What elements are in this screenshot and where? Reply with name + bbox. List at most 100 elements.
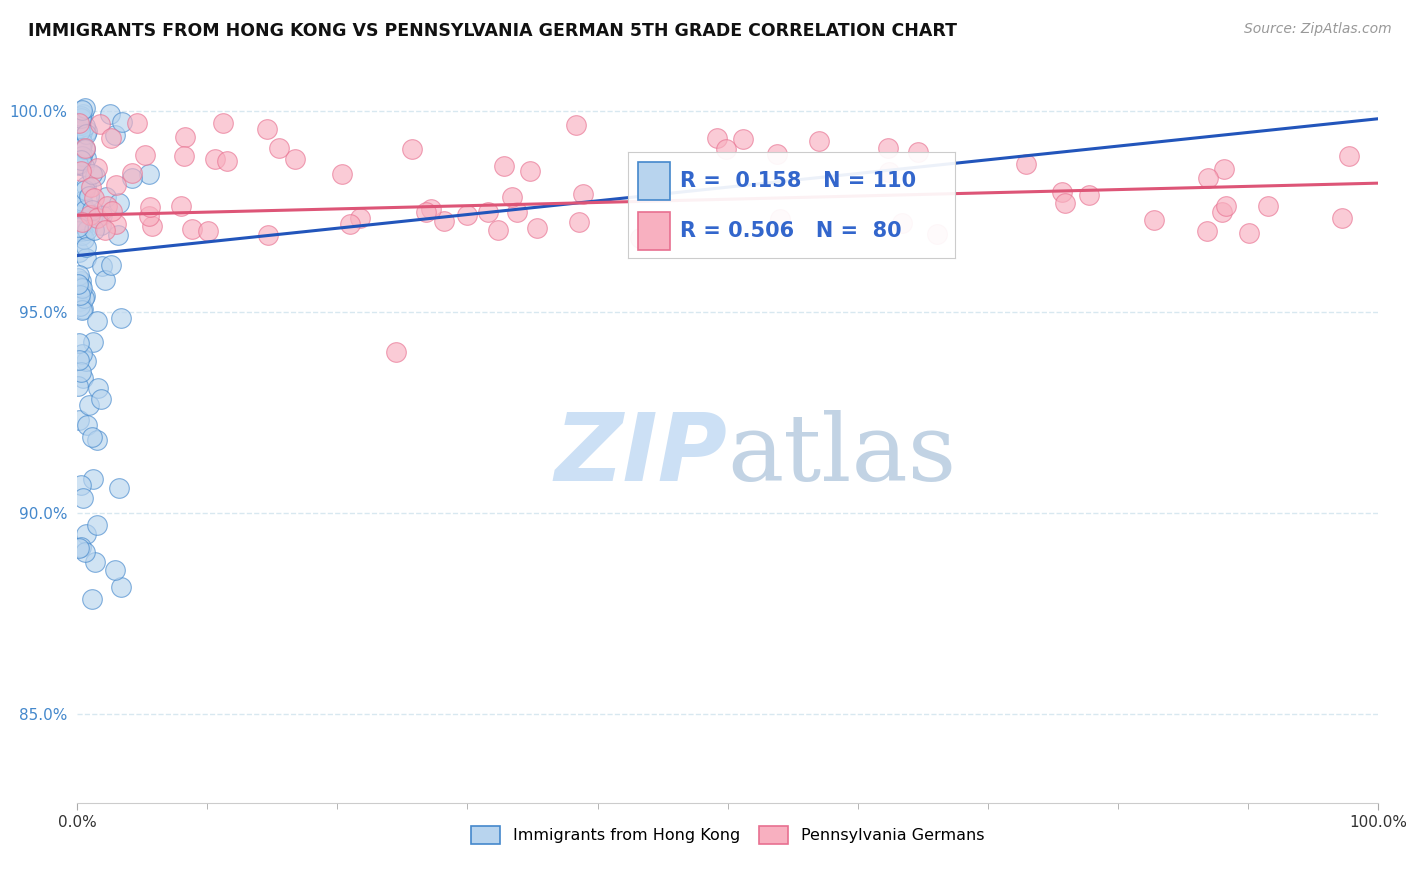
Point <box>66 271 89 285</box>
Point <box>415 205 437 219</box>
Point <box>75 251 97 265</box>
Point <box>110 311 132 326</box>
Point <box>568 215 591 229</box>
Point <box>75 203 97 218</box>
Point <box>77 206 100 220</box>
Point <box>72 137 94 152</box>
Point <box>86 211 108 226</box>
Point <box>891 216 914 230</box>
Point <box>75 179 97 194</box>
Point <box>70 280 93 294</box>
Point <box>70 153 93 167</box>
Point <box>492 159 515 173</box>
Point <box>526 220 548 235</box>
Point <box>628 231 651 245</box>
Text: Source: ZipAtlas.com: Source: ZipAtlas.com <box>1244 22 1392 37</box>
Point <box>110 580 132 594</box>
Point <box>571 187 593 202</box>
Point <box>134 148 156 162</box>
Point <box>215 153 238 168</box>
Point <box>75 527 97 541</box>
Point <box>73 159 96 173</box>
Point <box>107 227 129 242</box>
Point <box>256 122 278 136</box>
Point <box>67 116 90 130</box>
Point <box>67 541 90 555</box>
Point <box>70 135 93 149</box>
Point <box>139 200 162 214</box>
Point <box>108 195 131 210</box>
Point <box>100 258 122 272</box>
Point <box>67 268 90 282</box>
Point <box>769 211 792 226</box>
Point <box>1078 187 1101 202</box>
Point <box>486 223 509 237</box>
Point <box>67 245 90 260</box>
Point <box>67 352 90 367</box>
Point <box>67 156 90 170</box>
Point <box>72 491 94 505</box>
Point <box>83 223 105 237</box>
Point <box>82 591 104 606</box>
Point <box>927 227 949 242</box>
Point <box>73 142 96 156</box>
Point <box>80 167 103 181</box>
Point <box>1015 157 1038 171</box>
Point <box>1054 195 1077 210</box>
Point <box>267 141 290 155</box>
Text: atlas: atlas <box>728 409 957 500</box>
Point <box>1215 198 1237 212</box>
Point <box>69 221 91 235</box>
Point <box>69 111 91 125</box>
Point <box>66 203 89 218</box>
Point <box>121 166 143 180</box>
Point <box>70 141 93 155</box>
Point <box>84 169 107 184</box>
Point <box>70 224 93 238</box>
Point <box>706 131 728 145</box>
Point <box>66 379 89 393</box>
Point <box>1197 171 1219 186</box>
Point <box>174 130 197 145</box>
Point <box>67 413 90 427</box>
Point <box>77 189 100 203</box>
Point <box>808 134 831 148</box>
Text: R =  0.158   N = 110: R = 0.158 N = 110 <box>681 171 917 191</box>
Point <box>70 196 93 211</box>
Point <box>432 214 454 228</box>
Point <box>173 149 195 163</box>
Point <box>70 273 93 287</box>
Point <box>877 165 900 179</box>
Legend: Immigrants from Hong Kong, Pennsylvania Germans: Immigrants from Hong Kong, Pennsylvania … <box>465 819 990 850</box>
Point <box>105 217 128 231</box>
Point <box>420 202 443 216</box>
Point <box>73 119 96 133</box>
Point <box>257 228 280 243</box>
Point <box>69 118 91 132</box>
Point <box>69 288 91 302</box>
Point <box>70 164 93 178</box>
Point <box>87 381 110 395</box>
Point <box>86 161 108 175</box>
Point <box>67 335 90 350</box>
Point <box>66 121 89 136</box>
Y-axis label: 5th Grade: 5th Grade <box>0 394 3 471</box>
Point <box>385 345 408 359</box>
Point <box>105 178 128 192</box>
Point <box>66 219 89 234</box>
Point <box>66 203 89 218</box>
Point <box>67 158 90 172</box>
Point <box>73 289 96 303</box>
Point <box>1143 213 1166 227</box>
Point <box>75 183 97 197</box>
Point <box>75 127 97 141</box>
Point <box>70 215 93 229</box>
Point <box>564 118 586 132</box>
Point <box>79 179 101 194</box>
Point <box>349 211 371 225</box>
Point <box>107 481 129 495</box>
Point <box>1330 211 1353 225</box>
Point <box>82 472 104 486</box>
Point <box>100 130 122 145</box>
Point <box>90 392 112 407</box>
